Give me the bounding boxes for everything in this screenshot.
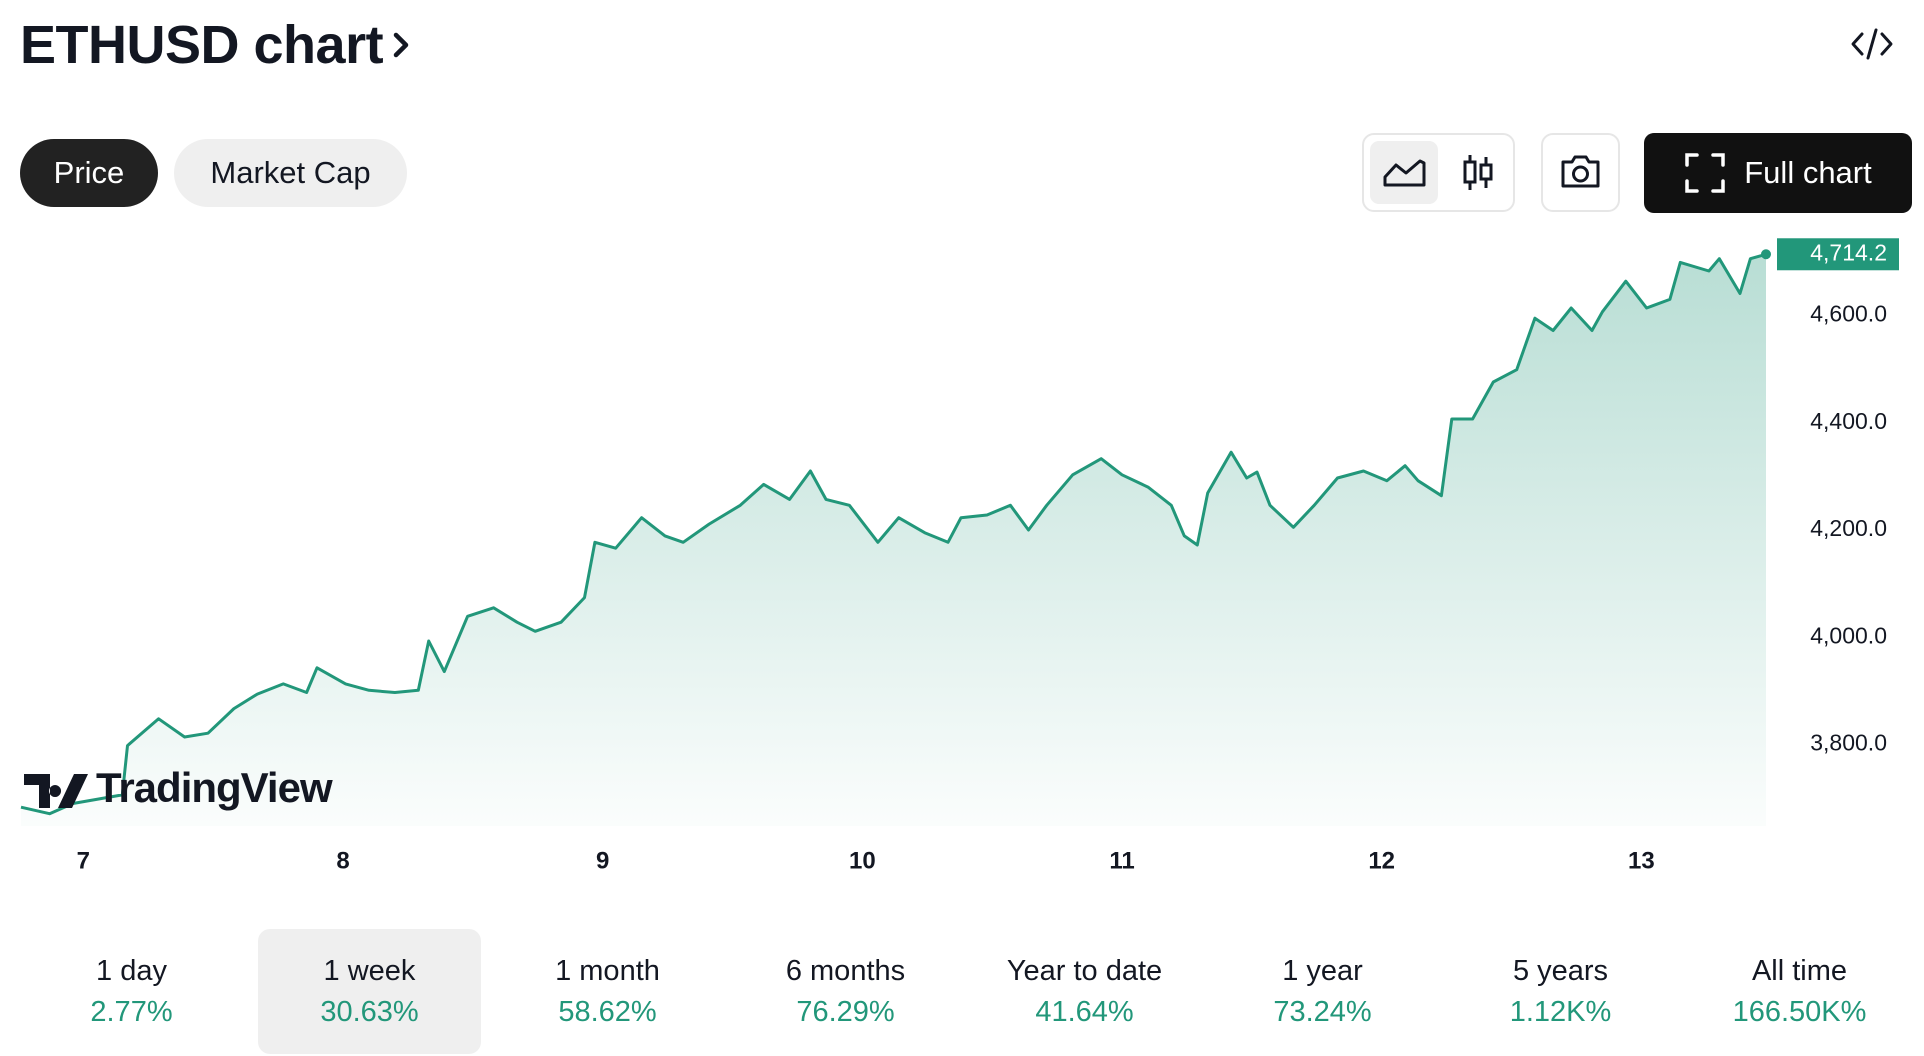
period-change: 166.50K%	[1732, 995, 1867, 1028]
full-chart-label[interactable]: Full chart	[1744, 155, 1872, 190]
full-chart-button[interactable]: Full chart	[1644, 133, 1912, 213]
price-line	[20, 252, 1767, 816]
fullscreen-icon	[1685, 153, 1725, 193]
x-tick-label: 7	[77, 847, 90, 874]
period-6m[interactable]: 6 months 76.29%	[734, 929, 957, 1054]
price-chart: 3,800.0 4,000.0 4,200.0 4,400.0 4,600.0 7 8 9 10…	[20, 238, 1899, 874]
watermark: TradingView	[24, 764, 334, 811]
y-tick-label: 4,000.0	[1810, 622, 1887, 648]
period-ytd[interactable]: Year to date 41.64%	[973, 929, 1196, 1054]
period-label: 1 month	[555, 954, 660, 987]
y-tick-label: 4,600.0	[1810, 301, 1887, 327]
period-change: 73.24%	[1273, 995, 1372, 1028]
period-label: All time	[1751, 954, 1848, 987]
price-area	[21, 254, 1766, 827]
price-tag-bg	[1777, 238, 1899, 271]
y-tick-label: 4,200.0	[1810, 515, 1887, 541]
price-tag: 4,714.2	[1810, 239, 1887, 265]
page-title[interactable]: ETHUSD chart	[20, 15, 384, 75]
period-1w[interactable]: 1 week 30.63%	[258, 929, 481, 1054]
period-label: 1 day	[96, 954, 167, 987]
period-change: 2.77%	[90, 995, 173, 1028]
period-all[interactable]: All time 166.50K%	[1688, 929, 1911, 1054]
x-tick-label: 13	[1628, 847, 1655, 874]
last-point	[1761, 249, 1771, 260]
period-label: 5 years	[1512, 954, 1609, 987]
area-icon	[1383, 159, 1426, 187]
y-tick-label: 3,800.0	[1810, 730, 1887, 756]
tab-price[interactable]: Price	[20, 139, 158, 207]
period-1m[interactable]: 1 month 58.62%	[496, 929, 719, 1054]
snapshot-button[interactable]	[1541, 133, 1620, 212]
candle-icon[interactable]	[1444, 141, 1512, 204]
watermark-text: TradingView	[96, 764, 333, 811]
period-selector: 1 day 2.77% 1 week 30.63% 1 month 58.62% 6 …	[0, 929, 1924, 1055]
y-tick-label: 4,400.0	[1810, 408, 1887, 434]
tab-market-cap[interactable]: Market Cap	[174, 139, 407, 207]
watermark-logo	[24, 774, 88, 808]
period-change: 1.12K%	[1509, 995, 1612, 1028]
period-change: 41.64%	[1035, 995, 1134, 1028]
period-label: Year to date	[1006, 954, 1163, 987]
embed-icon[interactable]	[1850, 24, 1894, 64]
chart-style-toggle	[1362, 133, 1515, 212]
period-label: 6 months	[785, 954, 906, 987]
camera-icon	[1561, 155, 1600, 188]
chevron-icon	[393, 32, 409, 58]
period-1y[interactable]: 1 year 73.24%	[1211, 929, 1434, 1054]
period-change: 58.62%	[558, 995, 657, 1028]
area-style-button[interactable]	[1370, 141, 1438, 204]
x-tick-label: 10	[849, 847, 876, 874]
period-5y[interactable]: 5 years 1.12K%	[1449, 929, 1672, 1054]
period-change: 76.29%	[796, 995, 895, 1028]
period-label: 1 year	[1282, 954, 1363, 987]
x-tick-label: 8	[336, 847, 349, 874]
x-tick-label: 11	[1109, 847, 1134, 874]
header[interactable]: ETHUSD chart	[20, 14, 413, 76]
x-tick-label: 9	[596, 847, 609, 874]
period-1d[interactable]: 1 day 2.77%	[20, 929, 243, 1054]
period-label: 1 week	[323, 954, 416, 987]
period-change: 30.63%	[320, 995, 419, 1028]
x-tick-label: 12	[1368, 847, 1395, 874]
